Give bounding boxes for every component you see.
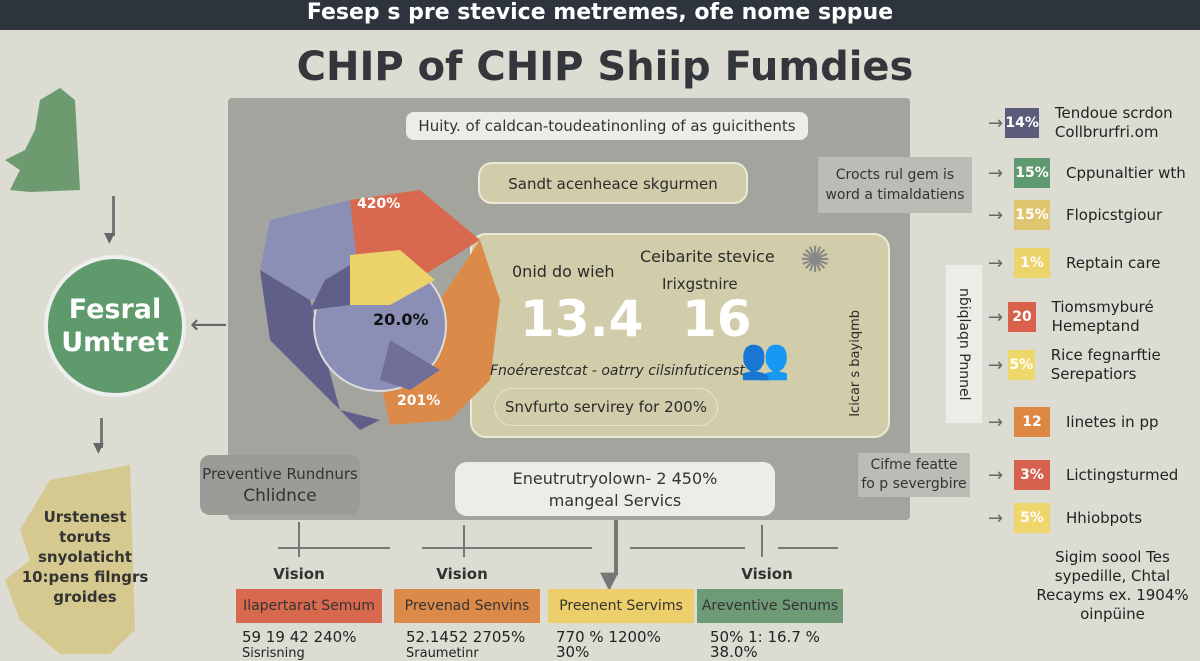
legend-text: Cppunaltier wth [1066, 163, 1186, 182]
map-label: 20.0% [373, 310, 429, 329]
legend-swatch: 20 [1008, 302, 1036, 332]
connector-line [778, 547, 838, 549]
category-box: Areventive Senums [697, 589, 843, 623]
side-vertical-label: nɓiqlaqn Pnnnel [946, 265, 982, 423]
arrow-right-icon: → [988, 204, 1004, 226]
vision-label: Vision [741, 565, 793, 583]
legend-swatch: 14% [1005, 108, 1039, 138]
legend-swatch: 5% [1007, 350, 1035, 380]
right-note: Cifme featte fo p severgbire [858, 453, 970, 497]
connector-line [630, 547, 745, 549]
arrow-right-icon: → [988, 112, 1004, 134]
connector-line [422, 547, 592, 549]
legend-text: Rice fegnarftie Serepatiors [1050, 346, 1161, 383]
legend-text: Lictingsturmed [1066, 465, 1179, 484]
category-stat: 52.1452 2705% [406, 628, 526, 646]
arrow-right-icon: → [988, 464, 1004, 486]
big-number: 16 [682, 290, 752, 348]
map-label: 420% [357, 196, 401, 212]
legend-item: → 15% Flopicstgiour [988, 200, 1200, 230]
network-icon: ✺ [800, 240, 831, 281]
arrow-right-icon: → [988, 411, 1004, 433]
category-box: Ilapertarat Semum [236, 589, 382, 623]
legend-text: Flopicstgiour [1066, 205, 1163, 224]
map-region-yellow [350, 250, 435, 305]
category-stat: 50% 1: 16.7 % [710, 628, 820, 646]
preventive-line-1: Preventive Rundnurs [202, 465, 358, 483]
arrow-left-icon: ⟵ [190, 310, 228, 340]
legend-item: → 15% Cppunaltier wth [988, 158, 1200, 188]
arrow-down-icon: ▼ [93, 440, 104, 456]
category-stat: 59 19 42 240% [242, 628, 357, 646]
big-number: 13.4 [520, 290, 644, 348]
arrow-down [100, 418, 103, 448]
arrow-right-icon: → [988, 162, 1004, 184]
connector-line [298, 522, 300, 557]
legend-item: → 20 Tiomsmyburé Hemeptand [988, 298, 1200, 335]
category-stat: 770 % 1200% [556, 628, 661, 646]
legend-swatch: 3% [1014, 460, 1050, 490]
arrow-right-icon: → [988, 354, 1004, 376]
preventive-line-2: Chlidnce [243, 486, 317, 506]
legend-text: Tendoue scrdon Collbrurfri.om [1054, 104, 1173, 141]
stats-card [470, 233, 890, 438]
arrow-right-icon: → [988, 306, 1004, 328]
stats-pill: Snvfurto servirey for 200% [494, 388, 718, 426]
services-box: Eneutrutryolown- 2 450% mangeal Servics [455, 462, 775, 516]
subtitle-pill: Huity. of caldcan-toudeatinonling of as … [406, 112, 808, 140]
legend-item: → 5% Hhiobpots [988, 503, 1200, 533]
legend-swatch: 5% [1014, 503, 1050, 533]
stats-footnote: Fnoérerestcat - oatrry cilsinfuticenst [490, 363, 745, 379]
connector-line [278, 547, 390, 549]
services-line-2: mangeal Servics [548, 491, 682, 510]
page-title: CHIP of CHIP Shiip Fumdies [296, 44, 914, 90]
legend-item: → 14% Tendoue scrdon Collbrurfri.om [988, 104, 1200, 141]
legend-swatch: 15% [1014, 158, 1050, 188]
legend-text: Tiomsmyburé Hemeptand [1051, 298, 1154, 335]
alaska-map-green [5, 88, 80, 192]
legend-footer: Sigim soool Tes sypedille, Chtal Recayms… [1036, 548, 1189, 623]
legend-swatch: 15% [1014, 200, 1050, 230]
top-banner: Fesep s pre stevice metremes, ofe nome s… [0, 0, 1200, 30]
services-line-1: Eneutrutryolown- 2 450% [512, 469, 718, 488]
arrow-right-icon: → [988, 507, 1004, 529]
connector-line [614, 520, 618, 575]
stat-left-label: 0nid do wieh [512, 262, 615, 281]
arrow-down-icon: ▼ [600, 566, 619, 594]
legend-text: Reptain care [1066, 253, 1161, 272]
legend-item: → 5% Rice fegnarftie Serepatiors [988, 346, 1200, 383]
legend-item: → 1% Reptain care [988, 248, 1200, 278]
federal-circle: Fesral Umtret [44, 255, 186, 397]
legend-swatch: 1% [1014, 248, 1050, 278]
arrow-down-icon: ▼ [104, 230, 115, 246]
category-stat-2: 30% [556, 643, 590, 661]
map-text: Urstenest toruts snyolaticht 10:pens fil… [21, 508, 149, 606]
vision-label: Vision [273, 565, 325, 583]
legend-swatch: 12 [1014, 407, 1050, 437]
legend-item: → 12 Iinetes in pp [988, 407, 1200, 437]
right-note-line-1: Cifme featte [870, 457, 958, 473]
map-label: 201% [397, 393, 441, 409]
legend-text: Iinetes in pp [1066, 412, 1159, 431]
legend-text: Hhiobpots [1066, 508, 1143, 527]
stat-right-sublabel: Irixgstnire [662, 275, 738, 293]
side-note: Crocts rul gem is word a timaldatiens [818, 157, 972, 213]
arrow-right-icon: → [988, 252, 1004, 274]
alaska-map-tan [5, 465, 135, 654]
connector-line [463, 525, 465, 557]
stat-right-label: Ceibarite stevice [640, 247, 775, 266]
vertical-text: Icicar s bayiqmb [848, 310, 863, 417]
vision-label: Vision [436, 565, 488, 583]
category-box: Prevenad Senvins [394, 589, 540, 623]
category-stat-2: 38.0% [710, 643, 758, 661]
arrow-down [112, 196, 115, 236]
map-chart [260, 190, 500, 430]
speech-bubble: Sandt acenheace skgurmen [478, 162, 748, 204]
preventive-box: Preventive Rundnurs Chlidnce [200, 455, 360, 515]
right-note-line-2: fo p severgbire [861, 476, 967, 492]
legend-item: → 3% Lictingsturmed [988, 460, 1200, 490]
connector-line [761, 525, 763, 557]
category-box: Preenent Servims [548, 589, 694, 623]
people-icon: 👥 [740, 336, 790, 382]
